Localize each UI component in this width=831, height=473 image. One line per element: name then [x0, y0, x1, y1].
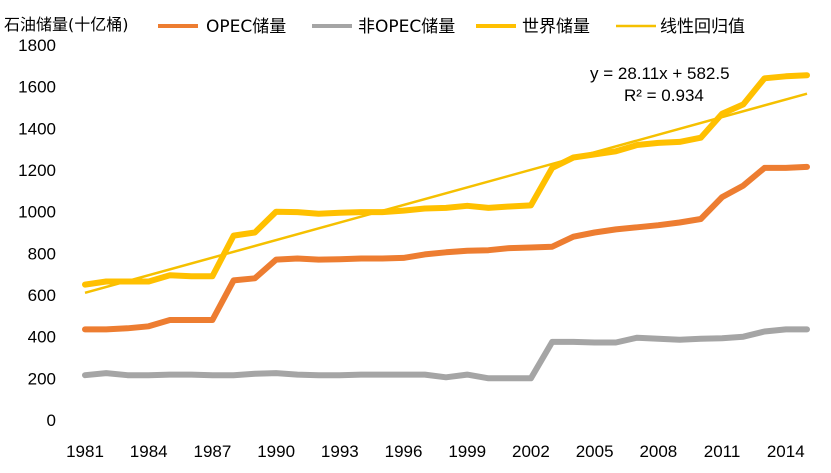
x-tick-label: 2005: [576, 442, 614, 461]
y-tick-label: 1600: [18, 78, 56, 97]
y-tick-label: 1200: [18, 161, 56, 180]
x-tick-label: 1993: [321, 442, 359, 461]
x-tick-label: 1999: [448, 442, 486, 461]
legend: OPEC储量 非OPEC储量 世界储量 线性回归值: [158, 17, 745, 37]
y-tick-label: 1000: [18, 203, 56, 222]
series-line-opec: [82, 163, 810, 333]
y-tick-label: 0: [47, 411, 56, 430]
y-tick-label: 600: [28, 286, 56, 305]
trendline-layer: [84, 92, 808, 294]
legend-label-trendline: 线性回归值: [660, 17, 745, 37]
x-axis-ticks: 1981 1984 1987 1990 1993 1996 1999 2002 2005 2008…: [66, 442, 805, 461]
y-tick-label: 200: [28, 369, 56, 388]
x-tick-label: 1987: [193, 442, 231, 461]
legend-label-non-opec: 非OPEC储量: [358, 17, 455, 37]
y-axis-ticks: 0 200 400 600 800 1000 1200 1400 1600 1800: [18, 36, 56, 430]
x-tick-label: 2011: [704, 442, 741, 461]
x-tick-label: 2008: [639, 442, 677, 461]
x-tick-label: 2002: [512, 442, 550, 461]
legend-label-world: 世界储量: [522, 17, 590, 37]
x-tick-label: 1984: [130, 442, 168, 461]
series-line-world: [82, 72, 810, 288]
y-tick-label: 800: [28, 244, 56, 263]
legend-label-opec: OPEC储量: [206, 17, 286, 37]
y-tick-label: 400: [28, 328, 56, 347]
y-tick-label: 1400: [18, 119, 56, 138]
y-tick-label: 1800: [18, 36, 56, 55]
x-tick-label: 1996: [385, 442, 423, 461]
trendline-r-squared: R² = 0.934: [624, 86, 704, 105]
y-axis-title: 石油储量(十亿桶): [4, 15, 129, 34]
trendline-equation: y = 28.11x + 582.5: [590, 64, 730, 83]
series-line-non-opec: [82, 326, 810, 382]
x-tick-label: 2014: [767, 442, 805, 461]
x-tick-label: 1990: [257, 442, 295, 461]
series-layer: [82, 72, 810, 382]
trendline: [84, 92, 808, 294]
x-tick-label: 1981: [66, 442, 104, 461]
